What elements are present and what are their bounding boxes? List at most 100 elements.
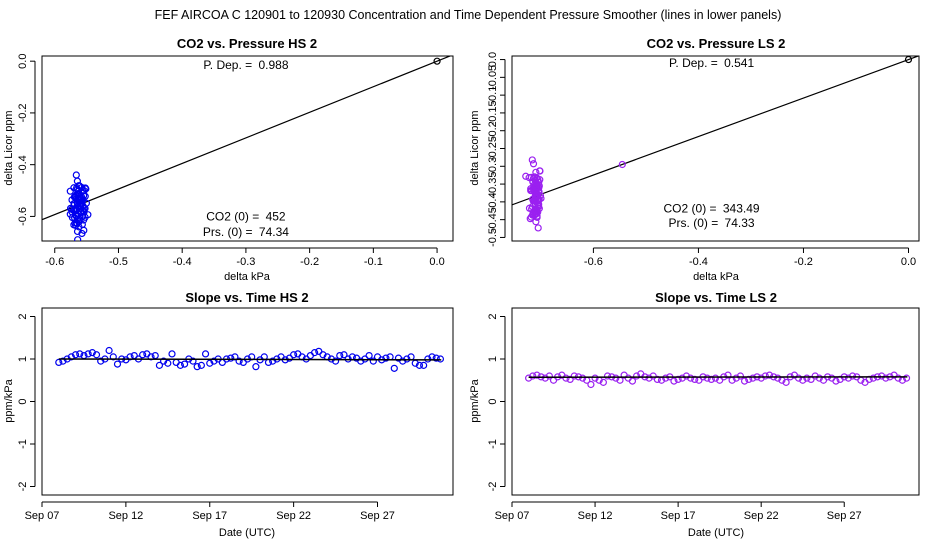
data-point xyxy=(599,378,607,386)
data-point xyxy=(531,188,540,196)
annotation-label: CO2 (0) = xyxy=(206,209,262,223)
data-point xyxy=(227,354,235,362)
data-point xyxy=(71,351,80,359)
data-point xyxy=(235,357,243,365)
y-axis: -0.5-0.45-0.4-0.35-0.3-0.25-0.2-0.15-0.1… xyxy=(487,52,506,247)
data-point xyxy=(533,192,541,200)
chart-title: CO2 vs. Pressure LS 2 xyxy=(647,36,786,51)
data-point xyxy=(92,351,101,359)
data-point xyxy=(68,205,76,213)
data-point xyxy=(591,374,599,382)
x-axis: -0.6 -0.5 -0.4 -0.3 -0.2 -0.1 0.0 xyxy=(45,247,445,268)
data-point xyxy=(528,211,537,219)
data-point xyxy=(882,374,890,382)
data-point xyxy=(815,374,823,382)
reference-point xyxy=(904,56,913,64)
data-point xyxy=(534,224,542,232)
x-tick-label: Sep 22 xyxy=(276,510,311,522)
data-point xyxy=(143,350,151,358)
data-marks xyxy=(55,346,445,372)
data-point xyxy=(534,196,542,204)
outlier-point xyxy=(618,160,626,169)
data-point xyxy=(176,361,184,369)
data-point xyxy=(624,374,632,382)
data-point xyxy=(587,380,595,389)
data-point xyxy=(844,374,852,382)
data-point xyxy=(390,364,398,372)
y-axis-label: delta Licor ppm xyxy=(3,110,15,185)
data-point xyxy=(206,359,214,367)
data-point xyxy=(70,205,78,214)
y-tick-label: -2 xyxy=(17,482,29,492)
x-tick-label: Sep 17 xyxy=(661,510,696,522)
x-tick-label: -0.1 xyxy=(364,256,383,268)
annotation-co2: CO2 (0) = 452 xyxy=(206,209,286,223)
figure-title: FEF AIRCOA C 120901 to 120930 Concentrat… xyxy=(155,8,782,22)
data-point xyxy=(109,353,117,361)
chart-slope-vs-time-hs2: Slope vs. Time HS 2 Date (UTC) ppm/kPa S… xyxy=(3,290,454,539)
data-point xyxy=(541,374,549,382)
data-point xyxy=(848,372,857,380)
plot-frame xyxy=(511,55,920,242)
data-point xyxy=(97,357,105,365)
x-tick-label: -0.2 xyxy=(794,256,813,268)
data-point xyxy=(662,374,670,382)
y-tick-label: 0.0 xyxy=(17,54,29,69)
data-point xyxy=(197,361,205,369)
data-point xyxy=(740,377,749,385)
data-point xyxy=(522,172,530,180)
y-tick-label: 1 xyxy=(17,356,29,362)
annotation-value: 0.541 xyxy=(724,56,754,70)
data-point xyxy=(536,167,544,175)
x-axis: -0.6 -0.4 -0.2 0.0 xyxy=(584,247,916,268)
y-axis: -0.6 -0.4 -0.2 0.0 xyxy=(17,54,36,226)
smoother-line xyxy=(58,358,442,361)
y-tick-label: -0.5 xyxy=(487,228,499,247)
data-point xyxy=(757,374,765,382)
annotation-label: Prs. (0) = xyxy=(203,225,256,239)
data-point xyxy=(803,374,811,382)
data-point xyxy=(525,204,534,212)
y-tick-label: 0 xyxy=(487,398,499,404)
x-tick-label: Sep 07 xyxy=(25,510,60,522)
x-axis: Sep 07 Sep 12 Sep 17 Sep 22 Sep 27 xyxy=(25,501,395,522)
data-point xyxy=(532,181,540,189)
data-point xyxy=(612,374,620,382)
annotation-pdep: P. Dep. = 0.541 xyxy=(669,56,755,70)
data-point xyxy=(160,357,168,365)
data-point xyxy=(761,372,769,380)
data-point xyxy=(72,171,80,179)
x-tick-label: -0.4 xyxy=(689,256,708,268)
annotation-value: 343.49 xyxy=(723,201,760,215)
data-point xyxy=(645,374,653,382)
data-point xyxy=(894,374,902,382)
annotation-prs: Prs. (0) = 74.33 xyxy=(669,216,755,230)
x-tick-label: -0.3 xyxy=(236,256,255,268)
data-point xyxy=(529,372,537,380)
annotation-value: 0.988 xyxy=(258,58,288,72)
reference-point xyxy=(433,57,441,65)
data-point xyxy=(75,182,83,190)
x-tick-label: -0.2 xyxy=(300,256,319,268)
data-point xyxy=(765,371,774,379)
fit-line xyxy=(512,56,919,206)
data-point xyxy=(285,354,294,362)
y-tick-label: 1 xyxy=(487,356,499,362)
data-point xyxy=(529,160,538,168)
data-point xyxy=(365,352,373,360)
annotation-pdep: P. Dep. = 0.988 xyxy=(203,58,289,72)
data-point xyxy=(628,377,637,385)
data-point xyxy=(436,355,445,363)
x-axis-label: delta kPa xyxy=(224,271,271,283)
annotation-prs: Prs. (0) = 74.34 xyxy=(203,225,289,239)
data-point xyxy=(189,357,197,365)
data-point xyxy=(172,358,180,366)
x-tick-label: Sep 17 xyxy=(192,510,227,522)
y-tick-label: -0.4 xyxy=(17,155,29,174)
data-point xyxy=(105,346,113,355)
y-tick-label: -0.05 xyxy=(487,65,499,90)
data-point xyxy=(210,357,218,365)
y-axis-label: ppm/kPa xyxy=(469,378,481,422)
x-tick-label: 0.0 xyxy=(901,256,916,268)
data-point xyxy=(532,183,540,191)
